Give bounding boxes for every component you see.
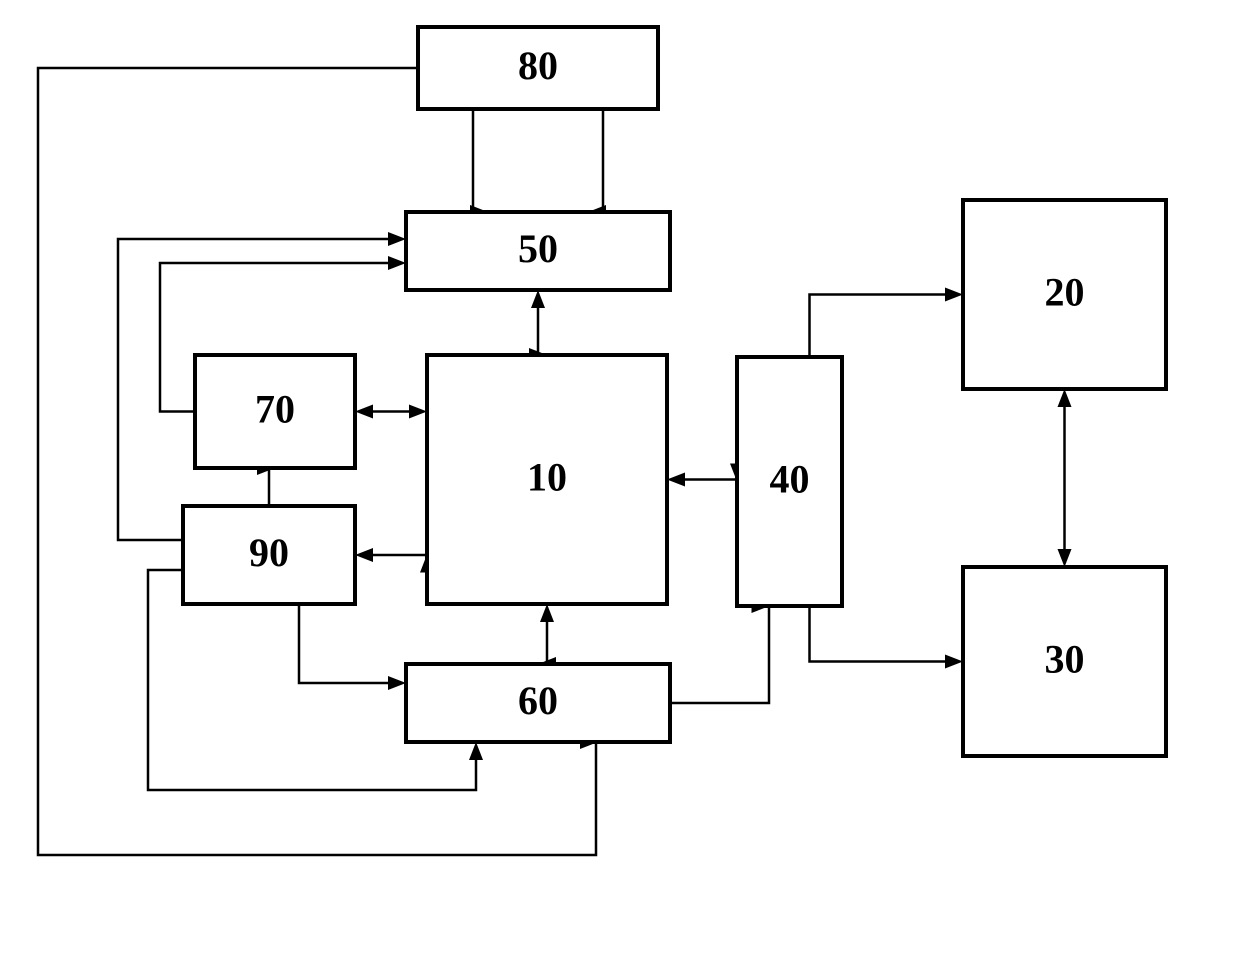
edge-line xyxy=(473,109,478,212)
edge-n40-n30-9 xyxy=(810,606,964,669)
edge-line xyxy=(677,472,737,480)
arrow-head-icon xyxy=(409,405,427,419)
edge-n50-n10-2 xyxy=(529,290,547,362)
node-label-50: 50 xyxy=(518,226,558,271)
node-10: 10 xyxy=(427,355,667,604)
node-70: 70 xyxy=(195,355,355,468)
edge-n60-n40-15 xyxy=(670,599,770,703)
arrow-head-icon xyxy=(945,288,963,302)
edge-n10-n40-7 xyxy=(667,464,744,487)
arrow-head-icon xyxy=(945,655,963,669)
node-label-70: 70 xyxy=(255,387,295,432)
block-diagram: 10 20 30 40 50 60 70 80 90 xyxy=(0,0,1239,960)
node-40: 40 xyxy=(737,357,842,606)
edge-line xyxy=(810,295,954,358)
node-90: 90 xyxy=(183,506,355,604)
node-50: 50 xyxy=(406,212,670,290)
edge-line xyxy=(265,468,269,506)
node-label-10: 10 xyxy=(527,455,567,500)
edge-line xyxy=(537,300,538,355)
node-label-30: 30 xyxy=(1045,637,1085,682)
edge-n80-n50-0 xyxy=(470,109,488,219)
node-label-60: 60 xyxy=(518,678,558,723)
arrow-head-icon xyxy=(388,232,406,246)
node-label-90: 90 xyxy=(249,530,289,575)
edge-line xyxy=(810,606,954,662)
arrow-head-icon xyxy=(1058,389,1072,407)
edge-n90-n60-12 xyxy=(299,604,406,690)
node-label-20: 20 xyxy=(1045,270,1085,315)
arrow-head-icon xyxy=(355,405,373,419)
arrow-head-icon xyxy=(1058,549,1072,567)
edge-n40-n20-8 xyxy=(810,288,964,358)
arrow-head-icon xyxy=(540,604,554,622)
nodes-layer: 10 20 30 40 50 60 70 80 90 xyxy=(183,27,1166,756)
arrow-head-icon xyxy=(469,742,483,760)
arrow-head-icon xyxy=(388,256,406,270)
edge-line xyxy=(670,606,769,703)
edge-n10-n60-3 xyxy=(538,604,556,671)
node-label-80: 80 xyxy=(518,43,558,88)
arrow-head-icon xyxy=(531,290,545,308)
edge-n90-n10-5 xyxy=(355,548,434,573)
edge-line xyxy=(299,604,396,683)
edge-n20-n30-10 xyxy=(1058,389,1072,567)
edge-n80-n50-1 xyxy=(588,109,606,219)
node-label-40: 40 xyxy=(770,457,810,502)
arrow-head-icon xyxy=(388,676,406,690)
edge-line xyxy=(365,555,427,564)
arrow-head-icon xyxy=(667,473,685,487)
node-30: 30 xyxy=(963,567,1166,756)
node-60: 60 xyxy=(406,664,670,742)
node-20: 20 xyxy=(963,200,1166,389)
node-80: 80 xyxy=(418,27,658,109)
edge-line xyxy=(598,109,603,212)
edge-n70-n10-4 xyxy=(355,405,427,419)
arrow-head-icon xyxy=(355,548,373,562)
